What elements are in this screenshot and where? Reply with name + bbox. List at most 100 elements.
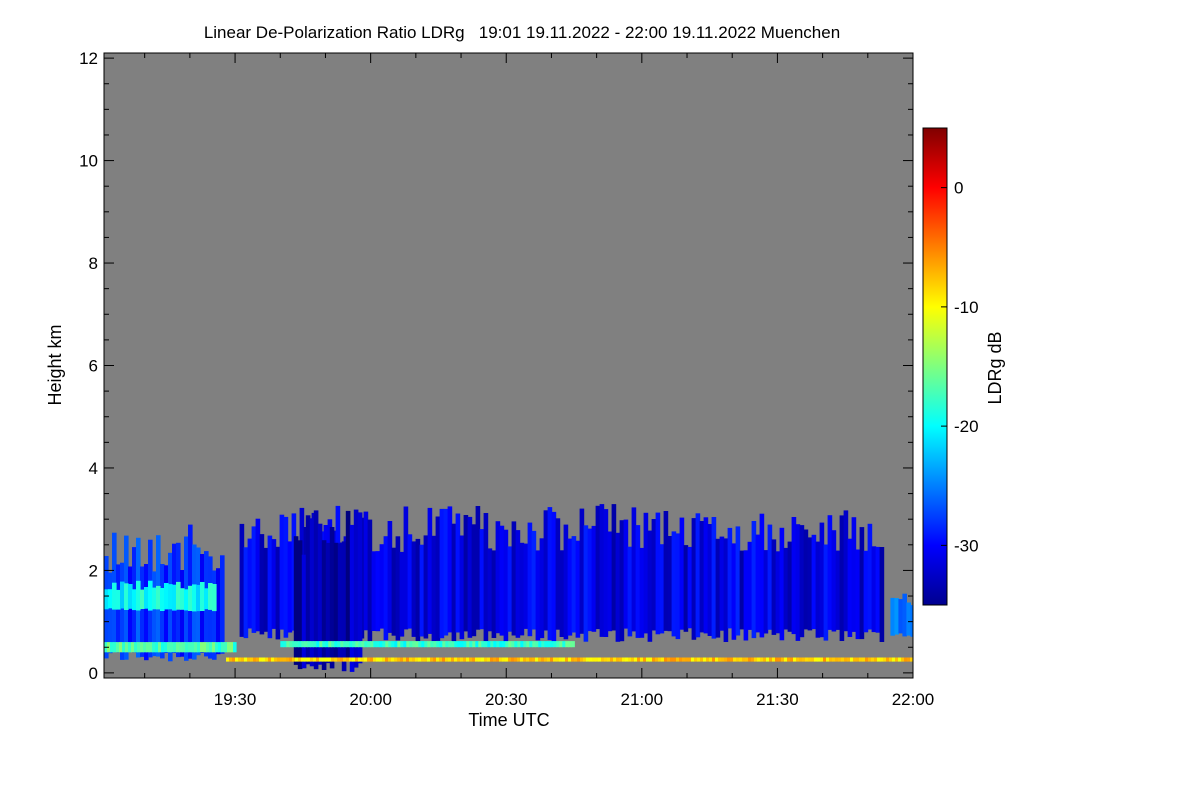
heatmap-cell	[895, 657, 899, 662]
heatmap-cell	[243, 547, 249, 639]
heatmap-cell	[301, 554, 307, 669]
colorbar	[922, 127, 948, 606]
heatmap-cell	[329, 527, 335, 669]
heatmap-cell	[379, 641, 383, 648]
heatmap-cell	[283, 641, 287, 648]
heatmap-cell	[772, 657, 776, 662]
heatmap-cell	[409, 657, 413, 662]
heatmap-cell	[275, 546, 281, 640]
heatmap-cell	[376, 641, 380, 648]
heatmap-cell	[598, 657, 602, 662]
heatmap-cell	[131, 642, 135, 653]
heatmap-cell	[586, 657, 590, 662]
heatmap-cell	[337, 641, 341, 648]
heatmap-cell	[383, 536, 389, 641]
heatmap-cell	[802, 657, 806, 662]
heatmap-cell	[859, 527, 865, 640]
heatmap-cell	[697, 657, 701, 662]
heatmap-cell	[619, 657, 623, 662]
heatmap-cell	[235, 657, 239, 662]
heatmap-cell	[164, 642, 168, 653]
heatmap-cell	[399, 551, 405, 637]
heatmap-cell	[502, 641, 506, 648]
heatmap-cell	[811, 657, 815, 662]
heatmap-cell	[867, 523, 873, 630]
heatmap-cell	[871, 657, 875, 662]
heatmap-cell	[295, 657, 299, 662]
heatmap-cell	[879, 547, 885, 642]
heatmap-cell	[373, 641, 377, 648]
heatmap-cell	[607, 657, 611, 662]
heatmap-cell	[340, 657, 344, 662]
heatmap-cell	[559, 550, 565, 637]
heatmap-cell	[575, 540, 581, 638]
heatmap-cell	[445, 657, 449, 662]
heatmap-cell	[430, 657, 434, 662]
heatmap-cell	[397, 641, 401, 648]
heatmap-cell	[670, 657, 674, 662]
heatmap-cell	[910, 657, 913, 662]
y-tick-label: 10	[79, 152, 98, 171]
heatmap-cell	[739, 657, 743, 662]
heatmap-cell	[508, 641, 512, 648]
heatmap-cell	[547, 507, 553, 641]
heatmap-cell	[733, 657, 737, 662]
heatmap-cell	[724, 657, 728, 662]
heatmap-cell	[478, 641, 482, 648]
heatmap-cell	[394, 641, 398, 648]
heatmap-cell	[559, 641, 563, 648]
heatmap-cell	[125, 642, 129, 653]
heatmap-cell	[795, 524, 801, 641]
heatmap-cell	[547, 641, 551, 648]
heatmap-cell	[835, 657, 839, 662]
heatmap-cell	[715, 538, 721, 638]
heatmap-cell	[371, 551, 377, 631]
heatmap-cell	[467, 516, 473, 638]
heatmap-cell	[112, 582, 117, 610]
heatmap-cell	[152, 571, 157, 657]
y-tick-label: 4	[89, 459, 98, 478]
heatmap-cell	[322, 657, 326, 662]
heatmap-cell	[128, 642, 132, 653]
heatmap-cell	[479, 529, 485, 630]
heatmap-cell	[551, 511, 557, 642]
heatmap-cell	[460, 657, 464, 662]
heatmap-cell	[241, 657, 245, 662]
heatmap-cell	[495, 521, 501, 634]
heatmap-cell	[439, 657, 443, 662]
y-axis-label: Height km	[45, 324, 65, 405]
y-tick-label: 8	[89, 254, 98, 273]
colorbar-axis: 0 -10 -20 -30	[941, 179, 979, 555]
heatmap-cell	[889, 657, 893, 662]
heatmap-cell	[643, 512, 649, 634]
heatmap-cell	[565, 657, 569, 662]
heatmap-cell	[309, 518, 315, 667]
heatmap-cell	[427, 657, 431, 662]
heatmap-cell	[661, 657, 665, 662]
heatmap-cell	[120, 581, 125, 609]
x-tick-label: 19:30	[214, 690, 257, 709]
heatmap-cell	[783, 547, 789, 630]
heatmap-cell	[466, 657, 470, 662]
heatmap-cell	[731, 543, 737, 640]
heatmap-cell	[418, 641, 422, 648]
heatmap-cell	[502, 657, 506, 662]
heatmap-cell	[143, 642, 147, 653]
heatmap-cell	[767, 524, 773, 630]
heatmap-cell	[164, 583, 169, 610]
heatmap-cell	[529, 641, 533, 648]
heatmap-cell	[229, 657, 233, 662]
heatmap-cell	[116, 642, 120, 653]
heatmap-cell	[610, 657, 614, 662]
y-axis: 0 2 4 6 8 10 12	[79, 49, 913, 683]
heatmap-cell	[587, 528, 593, 632]
heatmap-cell	[553, 641, 557, 648]
heatmap-cell	[484, 641, 488, 648]
heatmap-cell	[511, 521, 517, 636]
heatmap-cell	[679, 657, 683, 662]
heatmap-cell	[568, 641, 572, 648]
heatmap-cell	[853, 657, 857, 662]
heatmap-cell	[603, 509, 609, 637]
heatmap-cell	[173, 642, 177, 653]
heatmap-cell	[601, 657, 605, 662]
